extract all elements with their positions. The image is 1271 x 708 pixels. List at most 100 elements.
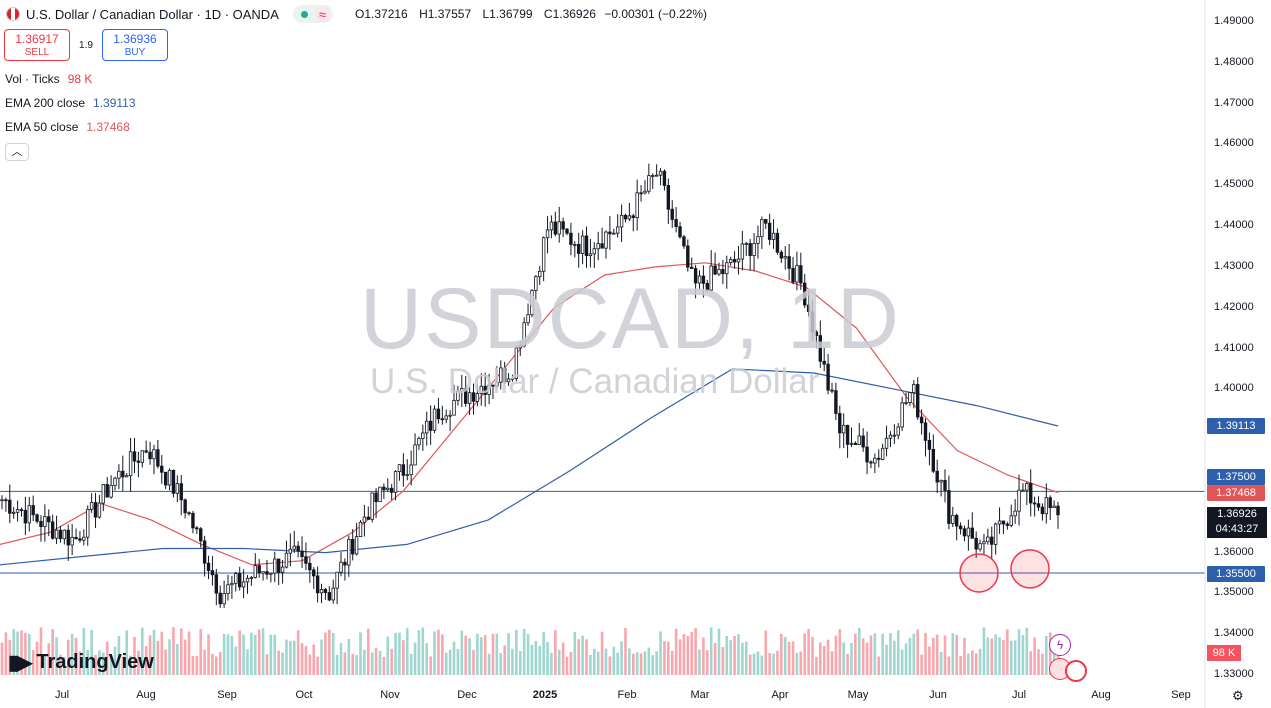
candle-body [160,465,164,473]
volume-bar [585,639,588,675]
volume-bar [257,629,261,675]
candle-body [401,464,406,476]
candle-body [491,384,495,387]
candle-body [1040,506,1045,515]
volume-bar [756,651,760,675]
volume-bar [741,642,744,675]
volume-bar [12,628,15,675]
volume-bar [947,656,951,675]
volume-bar [877,656,881,675]
x-tick-label: May [847,689,869,701]
sell-button[interactable]: 1.36917 SELL [4,29,70,61]
candle-body [280,566,285,573]
volume-bar [698,649,701,675]
ema50-indicator-legend[interactable]: EMA 50 close 1.37468 [5,120,130,134]
candle-body [132,451,137,462]
settings-gear-icon[interactable]: ⚙ [1232,688,1244,703]
volume-bar [187,631,191,675]
volume-bar [561,642,565,675]
candle-body [728,259,733,264]
candle-body [499,367,503,383]
volume-bar [974,653,978,675]
candle-body [358,521,363,537]
volume-bar [776,650,779,675]
candle-body [943,480,947,491]
ema200-indicator-legend[interactable]: EMA 200 close 1.39113 [5,96,136,110]
lightning-event-icon[interactable]: ϟ [1049,634,1071,656]
volume-bar [869,635,873,675]
candle-body [970,527,974,539]
candle-body [315,575,320,594]
y-tick-label: 1.34000 [1214,627,1254,640]
volume-bar [351,653,355,675]
candle-body [865,446,869,463]
candle-body [623,214,628,220]
volume-bar [515,629,518,675]
volume-bar [830,651,834,675]
candle-body [148,451,152,460]
candle-body [245,577,250,583]
economic-event-icon[interactable] [1065,660,1087,682]
candle-body [1048,497,1052,509]
candle-body [986,536,990,543]
volume-bar [565,656,569,675]
ohlc-readout: O1.37216 H1.37557 L1.36799 C1.36926 −0.0… [347,7,707,21]
volume-bar [577,639,581,675]
volume-bar [596,651,600,675]
volume-bar [160,631,164,675]
candle-body [538,270,542,278]
candle-body [82,536,86,541]
volume-bar [546,641,549,675]
candle-body [615,226,620,234]
candle-body [1044,497,1049,515]
volume-bar [320,639,323,675]
volume-bar [78,651,82,675]
volume-bar [639,653,643,675]
candle-body [93,502,98,518]
candle-body [912,384,916,394]
candle-body [732,259,737,263]
buy-button[interactable]: 1.36936 BUY [102,29,168,61]
candle-body [919,416,924,424]
y-tick-label: 1.36000 [1214,545,1254,558]
candle-body [853,442,858,445]
volume-bar [733,636,736,675]
volume-bar [1013,640,1017,675]
candle-body [518,345,522,349]
volume-bar [604,648,608,675]
volume-bar [105,641,109,675]
market-status-pill[interactable]: ≈ [292,5,333,23]
volume-bar [659,631,662,675]
volume-bar [550,652,553,675]
candle-body [495,381,499,387]
highlight-circle [959,553,999,593]
volume-bar [678,639,682,675]
volume-bar [55,637,58,675]
candle-body [456,390,460,401]
volume-indicator-legend[interactable]: Vol · Ticks 98 K [5,72,92,86]
candle-body [249,577,254,579]
volume-bar [916,629,920,675]
volume-bar [390,648,393,675]
candle-body [140,450,144,463]
volume-bar [347,639,351,675]
candle-body [779,251,784,259]
candle-body [86,508,90,538]
candle-body [269,572,273,575]
volume-bar [452,641,456,675]
volume-bar [686,635,690,675]
volume-bar [885,644,888,675]
candle-body [27,505,31,524]
volume-bar [281,652,284,675]
candle-body [191,512,195,529]
candle-body [163,471,168,486]
volume-bar [199,628,203,675]
symbol-title[interactable]: U.S. Dollar / Canadian Dollar · 1D · OAN… [26,6,279,22]
candle-body [234,573,238,584]
candle-body [701,275,706,284]
close-value: 1.36926 [552,7,596,21]
volume-bar [896,630,900,675]
candle-body [265,571,269,575]
collapse-legend-button[interactable]: ︿ [5,143,29,161]
